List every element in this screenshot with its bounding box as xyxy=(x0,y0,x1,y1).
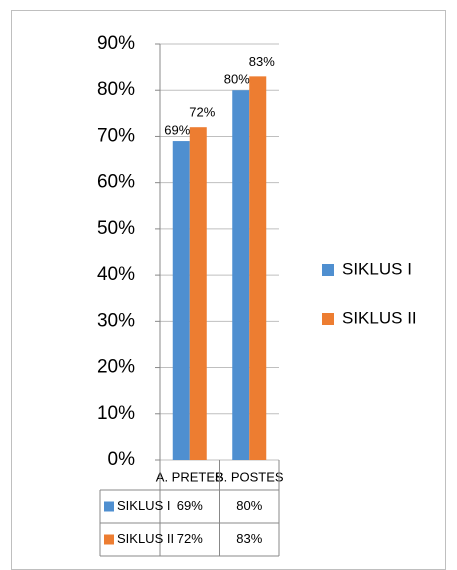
y-tick-label: 60% xyxy=(97,172,135,193)
data-label: 80% xyxy=(224,72,250,87)
data-label: 83% xyxy=(249,54,275,69)
y-tick-label: 0% xyxy=(108,449,136,470)
table-legend-key xyxy=(104,534,114,545)
table-legend-key xyxy=(104,501,114,512)
bar xyxy=(249,76,267,460)
table-cell: 83% xyxy=(236,531,262,546)
y-tick-label: 40% xyxy=(97,264,135,285)
y-tick-label: 90% xyxy=(97,33,135,54)
legend-swatch xyxy=(322,264,334,276)
data-label: 72% xyxy=(189,105,215,120)
chart-border xyxy=(11,10,446,570)
data-label: 69% xyxy=(164,123,190,138)
y-tick-label: 70% xyxy=(97,125,135,146)
bar xyxy=(189,127,207,460)
y-tick-label: 10% xyxy=(97,403,135,424)
y-tick-label: 20% xyxy=(97,357,135,378)
bar xyxy=(172,141,190,461)
y-tick-label: 50% xyxy=(97,218,135,239)
legend-label: SIKLUS I xyxy=(342,259,412,278)
table-cell: 80% xyxy=(236,498,262,513)
legend-label: SIKLUS II xyxy=(342,308,417,327)
y-tick-label: 30% xyxy=(97,310,135,331)
y-tick-label: 80% xyxy=(97,79,135,100)
table-cell: 69% xyxy=(177,498,203,513)
x-tick-label: B. POSTES xyxy=(215,469,284,484)
table-row-label: SIKLUS I xyxy=(117,498,170,513)
table-row-label: SIKLUS II xyxy=(117,531,174,546)
x-tick-label: A. PRETES xyxy=(156,469,224,484)
bar xyxy=(232,90,250,460)
legend-swatch xyxy=(322,313,334,325)
table-cell: 72% xyxy=(177,531,203,546)
